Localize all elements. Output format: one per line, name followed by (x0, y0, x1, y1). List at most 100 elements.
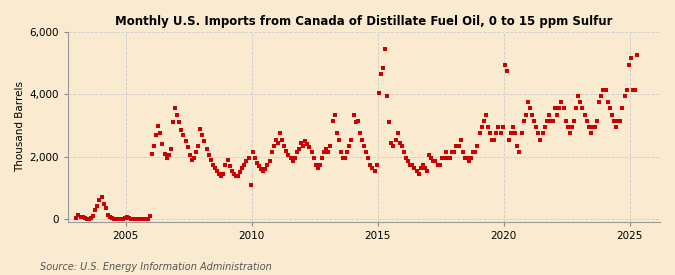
Point (190, 150, 201, 154)
Point (524, 106, 535, 111)
Point (552, 112, 563, 117)
Point (115, 217, 126, 221)
Point (413, 172, 424, 176)
Point (464, 159, 475, 164)
Point (350, 120, 361, 125)
Point (443, 156, 454, 161)
Point (615, 119, 626, 123)
Point (487, 138, 497, 142)
Point (481, 112, 491, 117)
Point (545, 119, 556, 123)
Point (260, 167, 271, 172)
Point (174, 120, 185, 125)
Point (382, 94, 393, 98)
Point (308, 156, 319, 161)
Point (113, 217, 124, 221)
Point (585, 131, 596, 136)
Point (105, 214, 115, 219)
Point (422, 169, 433, 173)
Point (186, 158, 197, 162)
Point (199, 139, 210, 143)
Point (77, 215, 88, 219)
Point (569, 119, 580, 123)
Point (426, 156, 437, 161)
Point (333, 138, 344, 142)
Point (250, 156, 261, 161)
Point (180, 139, 191, 143)
Point (203, 153, 214, 158)
Point (140, 217, 151, 221)
Point (384, 120, 395, 125)
Point (504, 138, 514, 142)
Point (98, 201, 109, 206)
Point (235, 170, 246, 175)
Point (101, 206, 111, 210)
Point (533, 131, 544, 136)
Point (283, 153, 294, 158)
Point (609, 119, 620, 123)
Point (239, 163, 250, 167)
Point (630, 87, 641, 92)
Point (628, 87, 639, 92)
Point (266, 150, 277, 154)
Point (379, 47, 390, 51)
Point (75, 214, 86, 219)
Point (592, 119, 603, 123)
Point (321, 147, 331, 151)
Point (617, 106, 628, 111)
Point (176, 128, 187, 133)
Point (243, 156, 254, 161)
Point (409, 166, 420, 170)
Point (231, 173, 242, 178)
Point (167, 120, 178, 125)
Point (269, 144, 279, 148)
Point (424, 153, 435, 158)
Point (613, 119, 624, 123)
Point (401, 156, 412, 161)
Point (96, 195, 107, 200)
Text: Source: U.S. Energy Information Administration: Source: U.S. Energy Information Administ… (40, 262, 272, 272)
Point (313, 166, 323, 170)
Point (124, 216, 134, 220)
Point (458, 150, 468, 154)
Point (220, 163, 231, 167)
Point (258, 169, 269, 173)
Point (327, 119, 338, 123)
Point (195, 126, 206, 131)
Point (136, 217, 147, 221)
Point (575, 100, 586, 104)
Point (319, 150, 329, 154)
Point (526, 112, 537, 117)
Point (493, 125, 504, 129)
Title: Monthly U.S. Imports from Canada of Distillate Fuel Oil, 0 to 15 ppm Sulfur: Monthly U.S. Imports from Canada of Dist… (115, 15, 613, 28)
Point (430, 159, 441, 164)
Point (377, 66, 388, 70)
Point (169, 106, 180, 111)
Point (107, 216, 117, 220)
Point (128, 217, 138, 221)
Point (292, 150, 302, 154)
Point (455, 138, 466, 142)
Point (621, 87, 632, 92)
Point (390, 138, 401, 142)
Point (130, 217, 140, 221)
Point (117, 217, 128, 221)
Point (310, 163, 321, 167)
Point (439, 156, 450, 161)
Point (588, 125, 599, 129)
Point (271, 138, 281, 142)
Point (159, 152, 170, 156)
Point (531, 125, 542, 129)
Point (148, 144, 159, 148)
Point (290, 156, 300, 161)
Point (562, 125, 573, 129)
Point (262, 163, 273, 167)
Point (209, 166, 220, 170)
Point (497, 125, 508, 129)
Point (182, 145, 193, 150)
Point (188, 156, 199, 161)
Point (134, 217, 144, 221)
Point (155, 131, 166, 136)
Point (460, 156, 470, 161)
Point (506, 131, 516, 136)
